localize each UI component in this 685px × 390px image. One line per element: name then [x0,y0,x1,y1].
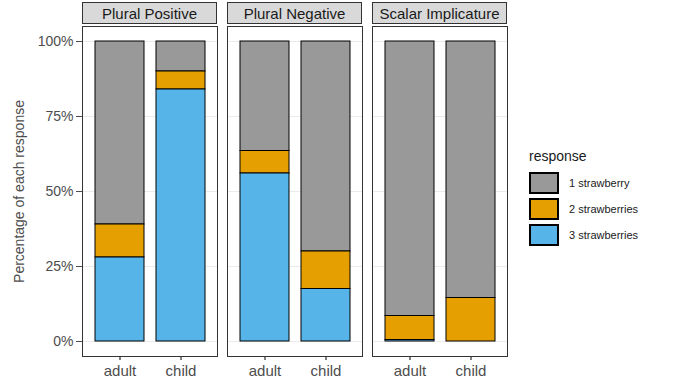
html-text:Plural Negative: Plural Negative [243,5,346,22]
svg-text:adult: adult [394,362,427,379]
svg-text:50%: 50% [45,183,73,199]
svg-text:75%: 75% [45,108,73,124]
html-text:2 strawberries: 2 strawberries [569,203,639,215]
svg-text:0%: 0% [53,333,73,349]
html-text:Scalar Implicature: Scalar Implicature [379,5,500,22]
svg-text:Percentage of each response: Percentage of each response [11,100,27,283]
html-text:1 strawberry: 1 strawberry [569,177,630,189]
svg-text:adult: adult [249,362,282,379]
svg-text:child: child [311,362,342,379]
svg-text:25%: 25% [45,258,73,274]
svg-text:100%: 100% [38,33,74,49]
html-text:response: response [529,148,587,164]
html-text:Plural Positive: Plural Positive [102,5,197,22]
html-text:3 strawberries: 3 strawberries [569,229,639,241]
svg-text:child: child [456,362,487,379]
svg-text:child: child [166,362,197,379]
svg-text:adult: adult [104,362,137,379]
